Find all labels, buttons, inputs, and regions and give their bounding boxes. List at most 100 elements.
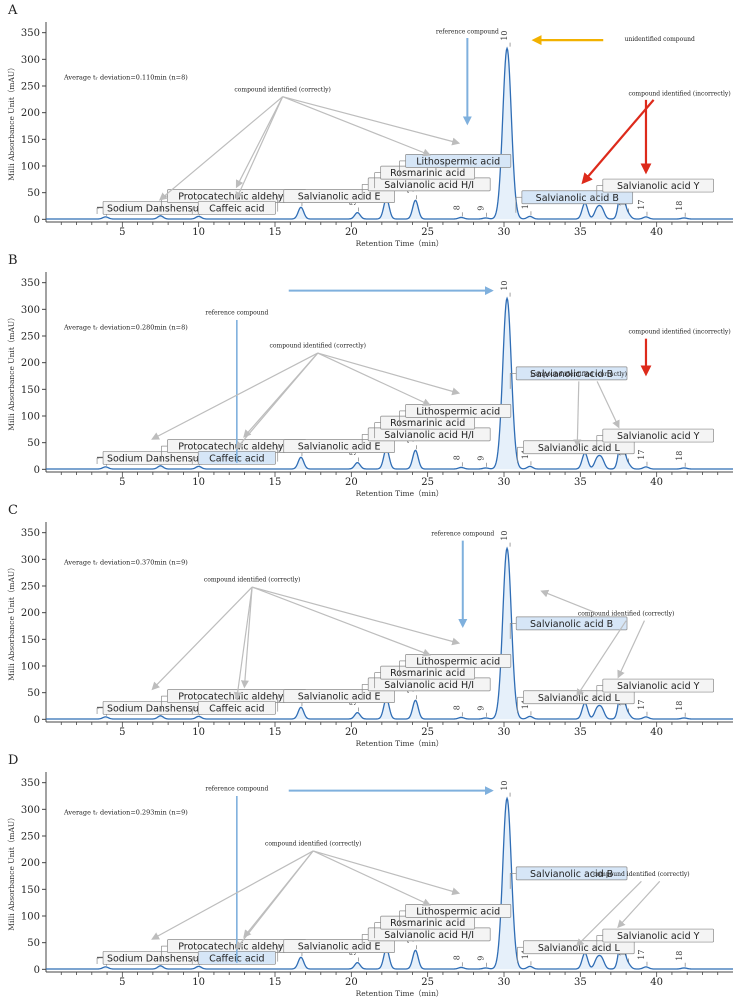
annotation-reference-compound: reference compound	[205, 310, 268, 317]
x-tick-label: 30	[498, 977, 511, 988]
compound-label: Salvianolic acid B	[536, 193, 619, 204]
x-tick-label: 20	[345, 977, 358, 988]
panel-letter: C	[8, 503, 18, 518]
compound-label: Salvianolic acid H/I	[384, 930, 474, 941]
compound-label: Salvianolic acid H/I	[384, 180, 474, 191]
y-tick-label: 0	[34, 215, 40, 226]
y-tick-label: 150	[21, 885, 40, 896]
compound-label: Salvianolic acid L	[538, 693, 621, 704]
annotation-identified: compound identified (correctly)	[234, 86, 330, 93]
peak-label: 18	[675, 451, 684, 461]
peak-label: 17	[637, 200, 646, 210]
y-tick-label: 300	[21, 305, 40, 316]
compound-label: Salvianolic acid Y	[617, 181, 700, 192]
x-tick-label: 40	[650, 727, 663, 738]
compound-label: Sodium Danshensu	[107, 953, 199, 964]
panel-letter: D	[8, 753, 18, 768]
x-tick-label: 35	[574, 477, 587, 488]
x-tick-label: 25	[421, 477, 434, 488]
identified-arrow	[282, 96, 461, 146]
compound-label: Salvianolic acid B	[530, 369, 613, 380]
identified-arrow	[282, 96, 432, 157]
y-tick-label: 100	[21, 662, 40, 673]
y-tick-label: 50	[27, 438, 40, 449]
x-tick-label: 30	[498, 477, 511, 488]
chart-panel-d: D 0 50 100 150 200 250 300 350 5 10 15 20 25 30 35 40 Ret…	[7, 753, 733, 998]
identified-arrow	[312, 850, 432, 906]
peak-label: 9	[477, 206, 486, 211]
identified-arrow	[573, 381, 582, 448]
y-tick-label: 50	[27, 688, 40, 699]
peak-label: 1	[97, 455, 106, 460]
compound-label: Salvianolic acid E	[298, 192, 381, 203]
identified-arrow	[596, 381, 620, 429]
peak-label: 1	[97, 955, 106, 960]
identified-arrow	[317, 352, 432, 406]
peak-label: 10	[500, 780, 509, 790]
x-tick-label: 25	[421, 227, 434, 238]
peak-label: 17	[637, 950, 646, 960]
y-tick-label: 350	[21, 778, 40, 789]
compound-label: Lithospermic acid	[416, 406, 500, 417]
peak-label: 17	[637, 450, 646, 460]
compound-label: Salvianolic acid H/I	[384, 430, 474, 441]
deviation-text: Average tᵣ deviation=0.280min (n=8)	[63, 324, 188, 332]
x-tick-label: 5	[119, 227, 125, 238]
identified-arrow	[251, 586, 461, 646]
compound-label: Rosmarinic acid	[390, 668, 465, 679]
deviation-text: Average tᵣ deviation=0.370min (n=9)	[63, 559, 188, 567]
identified-arrow	[158, 96, 284, 201]
y-tick-label: 250	[21, 82, 40, 93]
y-axis-title: Milli Absorbance Unit（mAU）	[7, 813, 16, 930]
x-tick-label: 40	[650, 477, 663, 488]
x-axis-title: Retention Time（min）	[356, 739, 444, 748]
y-tick-label: 100	[21, 912, 40, 923]
y-tick-label: 150	[21, 135, 40, 146]
peak-label: 18	[675, 951, 684, 961]
y-axis-title: Milli Absorbance Unit（mAU）	[7, 313, 16, 430]
y-tick-label: 350	[21, 528, 40, 539]
annotation-identified: compound identified (correctly)	[265, 841, 361, 848]
x-tick-label: 15	[269, 227, 282, 238]
y-tick-label: 0	[34, 465, 40, 476]
x-tick-label: 20	[345, 727, 358, 738]
peak-label: 1	[97, 205, 106, 210]
peak-label: 10	[500, 280, 509, 290]
compound-label: Salvianolic acid L	[538, 443, 621, 454]
x-tick-label: 15	[269, 727, 282, 738]
compound-label: Salvianolic acid E	[298, 692, 381, 703]
peak-label: 1	[97, 705, 106, 710]
x-tick-label: 30	[498, 727, 511, 738]
identified-arrow	[576, 620, 627, 698]
compound-label: Lithospermic acid	[416, 156, 500, 167]
panel-letter: A	[7, 3, 18, 18]
chart-panel-b: B 0 50 100 150 200 250 300 350 5 10 15 20 25 30 35 40 Ret…	[7, 253, 733, 498]
x-tick-label: 5	[119, 727, 125, 738]
compound-label: Caffeic acid	[209, 203, 264, 214]
peak-label: 8	[452, 455, 461, 460]
y-tick-label: 200	[21, 858, 40, 869]
compound-label: Salvianolic acid Y	[617, 681, 700, 692]
compound-label: Salvianolic acid H/I	[384, 680, 474, 691]
compound-label: Rosmarinic acid	[390, 418, 465, 429]
identified-arrow	[235, 96, 284, 200]
identified-arrow	[617, 880, 661, 929]
compound-label: Salvianolic acid Y	[617, 931, 700, 942]
y-tick-label: 200	[21, 608, 40, 619]
x-tick-label: 25	[421, 727, 434, 738]
y-tick-label: 300	[21, 555, 40, 566]
identified-arrow	[575, 880, 642, 947]
identified-arrow	[617, 620, 645, 679]
identified-arrow	[235, 850, 314, 950]
y-tick-label: 100	[21, 162, 40, 173]
x-tick-label: 35	[574, 977, 587, 988]
compound-label: Sodium Danshensu	[107, 203, 199, 214]
compound-label: Lithospermic acid	[416, 906, 500, 917]
annotation-identified-2: compound identified (correctly)	[593, 871, 689, 878]
y-tick-label: 50	[27, 188, 40, 199]
y-tick-label: 0	[34, 965, 40, 976]
identified-arrow	[235, 352, 319, 450]
